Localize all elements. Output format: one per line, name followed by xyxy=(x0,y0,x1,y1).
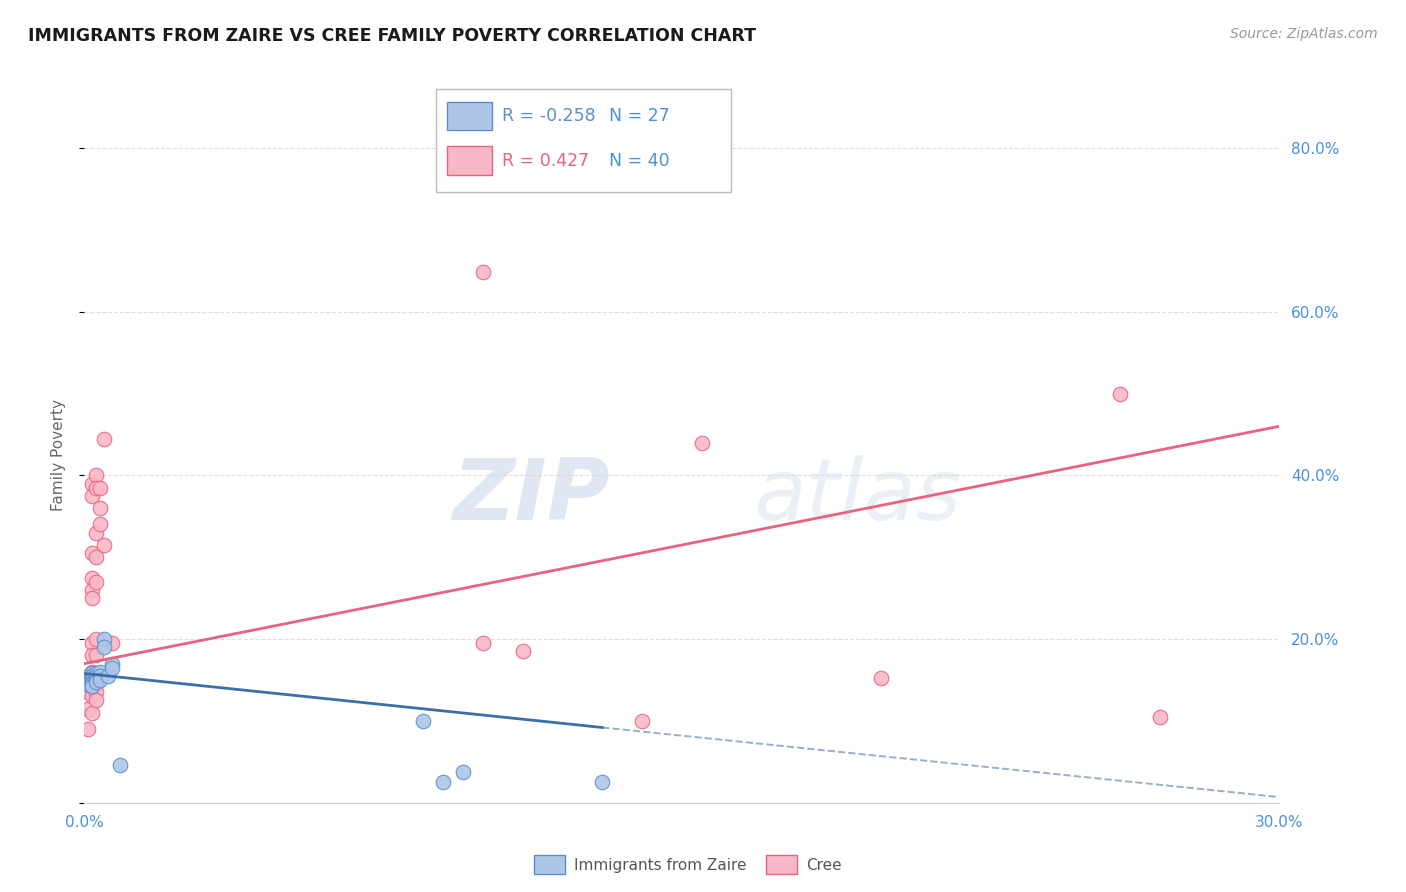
Point xyxy=(86,525,108,540)
Point xyxy=(1109,386,1132,401)
Point xyxy=(591,775,613,789)
Point xyxy=(93,640,115,655)
Point xyxy=(82,677,104,691)
Point xyxy=(82,546,104,560)
Point xyxy=(82,591,104,606)
Point xyxy=(77,685,100,699)
Point xyxy=(82,648,104,663)
Point xyxy=(86,685,108,699)
Point xyxy=(86,666,108,681)
Point xyxy=(82,636,104,650)
Point xyxy=(86,648,108,663)
Point xyxy=(86,677,108,691)
Text: N = 27: N = 27 xyxy=(609,107,669,125)
Point xyxy=(77,673,100,687)
Point xyxy=(451,764,474,779)
Text: N = 40: N = 40 xyxy=(609,152,669,169)
Point xyxy=(86,669,108,683)
Text: R = 0.427: R = 0.427 xyxy=(502,152,589,169)
Text: IMMIGRANTS FROM ZAIRE VS CREE FAMILY POVERTY CORRELATION CHART: IMMIGRANTS FROM ZAIRE VS CREE FAMILY POV… xyxy=(28,27,756,45)
Point xyxy=(89,669,111,683)
Text: atlas: atlas xyxy=(754,455,962,538)
Point xyxy=(86,632,108,646)
Y-axis label: Family Poverty: Family Poverty xyxy=(51,399,66,511)
Point xyxy=(89,481,111,495)
Point xyxy=(97,669,120,683)
Point xyxy=(86,468,108,483)
Point xyxy=(1149,710,1171,724)
Point xyxy=(471,265,494,279)
Point xyxy=(82,476,104,491)
Point xyxy=(101,636,124,650)
Point xyxy=(77,669,100,683)
Text: Source: ZipAtlas.com: Source: ZipAtlas.com xyxy=(1230,27,1378,41)
Text: R = -0.258: R = -0.258 xyxy=(502,107,596,125)
Point xyxy=(86,481,108,495)
Point xyxy=(93,432,115,446)
Point xyxy=(77,701,100,715)
Point xyxy=(82,665,104,679)
Point xyxy=(82,489,104,503)
Point xyxy=(86,550,108,565)
Point xyxy=(432,775,454,789)
Point xyxy=(77,674,100,689)
Point xyxy=(82,674,104,689)
Point xyxy=(631,714,654,728)
Point xyxy=(86,574,108,589)
Point xyxy=(82,666,104,681)
Point xyxy=(82,679,104,693)
Point xyxy=(89,517,111,532)
Point xyxy=(89,501,111,516)
Point xyxy=(471,636,494,650)
Point xyxy=(101,661,124,675)
Point xyxy=(77,677,100,691)
Point xyxy=(82,706,104,720)
Point xyxy=(93,538,115,552)
Point xyxy=(77,677,100,691)
Point xyxy=(86,673,108,687)
Point xyxy=(82,571,104,585)
Point xyxy=(82,673,104,687)
Point xyxy=(77,722,100,736)
Point xyxy=(82,669,104,683)
Text: ZIP: ZIP xyxy=(453,455,610,538)
Point xyxy=(86,674,108,689)
Point xyxy=(870,671,893,685)
Point xyxy=(82,582,104,597)
Point xyxy=(89,673,111,687)
Point xyxy=(82,681,104,696)
Text: Cree: Cree xyxy=(806,858,841,872)
Point xyxy=(93,632,115,646)
Point xyxy=(512,644,534,658)
Point xyxy=(101,657,124,671)
Point xyxy=(86,693,108,707)
Point xyxy=(690,435,713,450)
Point xyxy=(110,758,132,772)
Text: Immigrants from Zaire: Immigrants from Zaire xyxy=(574,858,747,872)
Point xyxy=(412,714,434,728)
Point xyxy=(82,690,104,704)
Point xyxy=(89,665,111,679)
